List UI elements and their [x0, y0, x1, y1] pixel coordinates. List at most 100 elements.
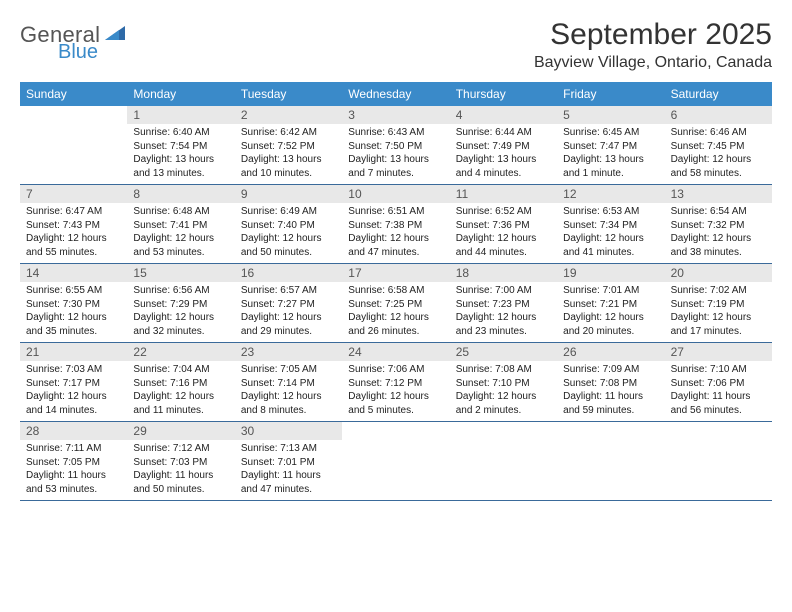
- day-details: Sunrise: 7:03 AMSunset: 7:17 PMDaylight:…: [20, 361, 127, 421]
- day-details: Sunrise: 7:09 AMSunset: 7:08 PMDaylight:…: [557, 361, 664, 421]
- day-cell: 20Sunrise: 7:02 AMSunset: 7:19 PMDayligh…: [665, 264, 772, 342]
- day-cell: 8Sunrise: 6:48 AMSunset: 7:41 PMDaylight…: [127, 185, 234, 263]
- day-details: Sunrise: 7:02 AMSunset: 7:19 PMDaylight:…: [665, 282, 772, 342]
- day-details: Sunrise: 6:55 AMSunset: 7:30 PMDaylight:…: [20, 282, 127, 342]
- day-cell: 13Sunrise: 6:54 AMSunset: 7:32 PMDayligh…: [665, 185, 772, 263]
- day-number: 13: [665, 185, 772, 203]
- day-cell: 26Sunrise: 7:09 AMSunset: 7:08 PMDayligh…: [557, 343, 664, 421]
- location: Bayview Village, Ontario, Canada: [534, 54, 772, 72]
- day-number: 23: [235, 343, 342, 361]
- day-cell: 11Sunrise: 6:52 AMSunset: 7:36 PMDayligh…: [450, 185, 557, 263]
- day-number: 6: [665, 106, 772, 124]
- day-number: 27: [665, 343, 772, 361]
- day-number: 9: [235, 185, 342, 203]
- week-row: 7Sunrise: 6:47 AMSunset: 7:43 PMDaylight…: [20, 185, 772, 264]
- logo-triangle-icon: [105, 24, 127, 46]
- day-cell: 9Sunrise: 6:49 AMSunset: 7:40 PMDaylight…: [235, 185, 342, 263]
- day-cell: [665, 422, 772, 500]
- day-cell: 30Sunrise: 7:13 AMSunset: 7:01 PMDayligh…: [235, 422, 342, 500]
- day-cell: [557, 422, 664, 500]
- day-number: 19: [557, 264, 664, 282]
- day-details: Sunrise: 6:46 AMSunset: 7:45 PMDaylight:…: [665, 124, 772, 184]
- day-number: 10: [342, 185, 449, 203]
- header: General Blue September 2025 Bayview Vill…: [20, 18, 772, 72]
- day-details: Sunrise: 7:11 AMSunset: 7:05 PMDaylight:…: [20, 440, 127, 500]
- day-cell: 19Sunrise: 7:01 AMSunset: 7:21 PMDayligh…: [557, 264, 664, 342]
- day-details: Sunrise: 6:52 AMSunset: 7:36 PMDaylight:…: [450, 203, 557, 263]
- day-cell: 3Sunrise: 6:43 AMSunset: 7:50 PMDaylight…: [342, 106, 449, 184]
- day-cell: 21Sunrise: 7:03 AMSunset: 7:17 PMDayligh…: [20, 343, 127, 421]
- day-cell: 4Sunrise: 6:44 AMSunset: 7:49 PMDaylight…: [450, 106, 557, 184]
- day-cell: 22Sunrise: 7:04 AMSunset: 7:16 PMDayligh…: [127, 343, 234, 421]
- day-details: Sunrise: 6:53 AMSunset: 7:34 PMDaylight:…: [557, 203, 664, 263]
- day-number: 20: [665, 264, 772, 282]
- day-details: Sunrise: 6:48 AMSunset: 7:41 PMDaylight:…: [127, 203, 234, 263]
- day-number: 26: [557, 343, 664, 361]
- day-details: Sunrise: 7:01 AMSunset: 7:21 PMDaylight:…: [557, 282, 664, 342]
- day-number: 28: [20, 422, 127, 440]
- day-cell: 25Sunrise: 7:08 AMSunset: 7:10 PMDayligh…: [450, 343, 557, 421]
- weekday-header: Thursday: [450, 82, 557, 106]
- week-row: 21Sunrise: 7:03 AMSunset: 7:17 PMDayligh…: [20, 343, 772, 422]
- weekday-header: Sunday: [20, 82, 127, 106]
- day-number: 3: [342, 106, 449, 124]
- day-details: Sunrise: 6:49 AMSunset: 7:40 PMDaylight:…: [235, 203, 342, 263]
- day-number: 18: [450, 264, 557, 282]
- day-number: 2: [235, 106, 342, 124]
- day-number: 7: [20, 185, 127, 203]
- day-details: Sunrise: 6:44 AMSunset: 7:49 PMDaylight:…: [450, 124, 557, 184]
- logo: General Blue: [20, 18, 127, 62]
- day-details: Sunrise: 6:42 AMSunset: 7:52 PMDaylight:…: [235, 124, 342, 184]
- day-number: 4: [450, 106, 557, 124]
- day-details: Sunrise: 7:10 AMSunset: 7:06 PMDaylight:…: [665, 361, 772, 421]
- day-cell: 10Sunrise: 6:51 AMSunset: 7:38 PMDayligh…: [342, 185, 449, 263]
- calendar-body: 1Sunrise: 6:40 AMSunset: 7:54 PMDaylight…: [20, 106, 772, 501]
- day-number: 16: [235, 264, 342, 282]
- day-cell: 2Sunrise: 6:42 AMSunset: 7:52 PMDaylight…: [235, 106, 342, 184]
- logo-text: General Blue: [20, 24, 127, 62]
- day-cell: 15Sunrise: 6:56 AMSunset: 7:29 PMDayligh…: [127, 264, 234, 342]
- weekday-header-row: SundayMondayTuesdayWednesdayThursdayFrid…: [20, 82, 772, 106]
- day-number: 8: [127, 185, 234, 203]
- weekday-header: Wednesday: [342, 82, 449, 106]
- day-cell: 12Sunrise: 6:53 AMSunset: 7:34 PMDayligh…: [557, 185, 664, 263]
- day-details: Sunrise: 7:08 AMSunset: 7:10 PMDaylight:…: [450, 361, 557, 421]
- day-cell: [20, 106, 127, 184]
- week-row: 1Sunrise: 6:40 AMSunset: 7:54 PMDaylight…: [20, 106, 772, 185]
- day-number: 22: [127, 343, 234, 361]
- title-block: September 2025 Bayview Village, Ontario,…: [534, 18, 772, 72]
- day-cell: [450, 422, 557, 500]
- weekday-header: Friday: [557, 82, 664, 106]
- day-details: Sunrise: 6:43 AMSunset: 7:50 PMDaylight:…: [342, 124, 449, 184]
- day-details: Sunrise: 6:56 AMSunset: 7:29 PMDaylight:…: [127, 282, 234, 342]
- day-details: Sunrise: 6:51 AMSunset: 7:38 PMDaylight:…: [342, 203, 449, 263]
- day-cell: 18Sunrise: 7:00 AMSunset: 7:23 PMDayligh…: [450, 264, 557, 342]
- day-details: Sunrise: 7:00 AMSunset: 7:23 PMDaylight:…: [450, 282, 557, 342]
- weekday-header: Saturday: [665, 82, 772, 106]
- day-cell: 24Sunrise: 7:06 AMSunset: 7:12 PMDayligh…: [342, 343, 449, 421]
- day-details: Sunrise: 6:57 AMSunset: 7:27 PMDaylight:…: [235, 282, 342, 342]
- day-number: 15: [127, 264, 234, 282]
- day-cell: 17Sunrise: 6:58 AMSunset: 7:25 PMDayligh…: [342, 264, 449, 342]
- week-row: 28Sunrise: 7:11 AMSunset: 7:05 PMDayligh…: [20, 422, 772, 501]
- day-details: Sunrise: 6:58 AMSunset: 7:25 PMDaylight:…: [342, 282, 449, 342]
- day-cell: 27Sunrise: 7:10 AMSunset: 7:06 PMDayligh…: [665, 343, 772, 421]
- weekday-header: Monday: [127, 82, 234, 106]
- day-number: 21: [20, 343, 127, 361]
- calendar: SundayMondayTuesdayWednesdayThursdayFrid…: [20, 82, 772, 501]
- day-number: 29: [127, 422, 234, 440]
- day-details: Sunrise: 7:06 AMSunset: 7:12 PMDaylight:…: [342, 361, 449, 421]
- day-details: Sunrise: 6:40 AMSunset: 7:54 PMDaylight:…: [127, 124, 234, 184]
- day-cell: 14Sunrise: 6:55 AMSunset: 7:30 PMDayligh…: [20, 264, 127, 342]
- day-number: 1: [127, 106, 234, 124]
- day-number: 25: [450, 343, 557, 361]
- day-cell: 6Sunrise: 6:46 AMSunset: 7:45 PMDaylight…: [665, 106, 772, 184]
- day-details: Sunrise: 7:13 AMSunset: 7:01 PMDaylight:…: [235, 440, 342, 500]
- day-number: 17: [342, 264, 449, 282]
- day-number: 24: [342, 343, 449, 361]
- day-cell: 23Sunrise: 7:05 AMSunset: 7:14 PMDayligh…: [235, 343, 342, 421]
- day-details: Sunrise: 7:12 AMSunset: 7:03 PMDaylight:…: [127, 440, 234, 500]
- day-cell: 1Sunrise: 6:40 AMSunset: 7:54 PMDaylight…: [127, 106, 234, 184]
- day-cell: 16Sunrise: 6:57 AMSunset: 7:27 PMDayligh…: [235, 264, 342, 342]
- day-cell: 28Sunrise: 7:11 AMSunset: 7:05 PMDayligh…: [20, 422, 127, 500]
